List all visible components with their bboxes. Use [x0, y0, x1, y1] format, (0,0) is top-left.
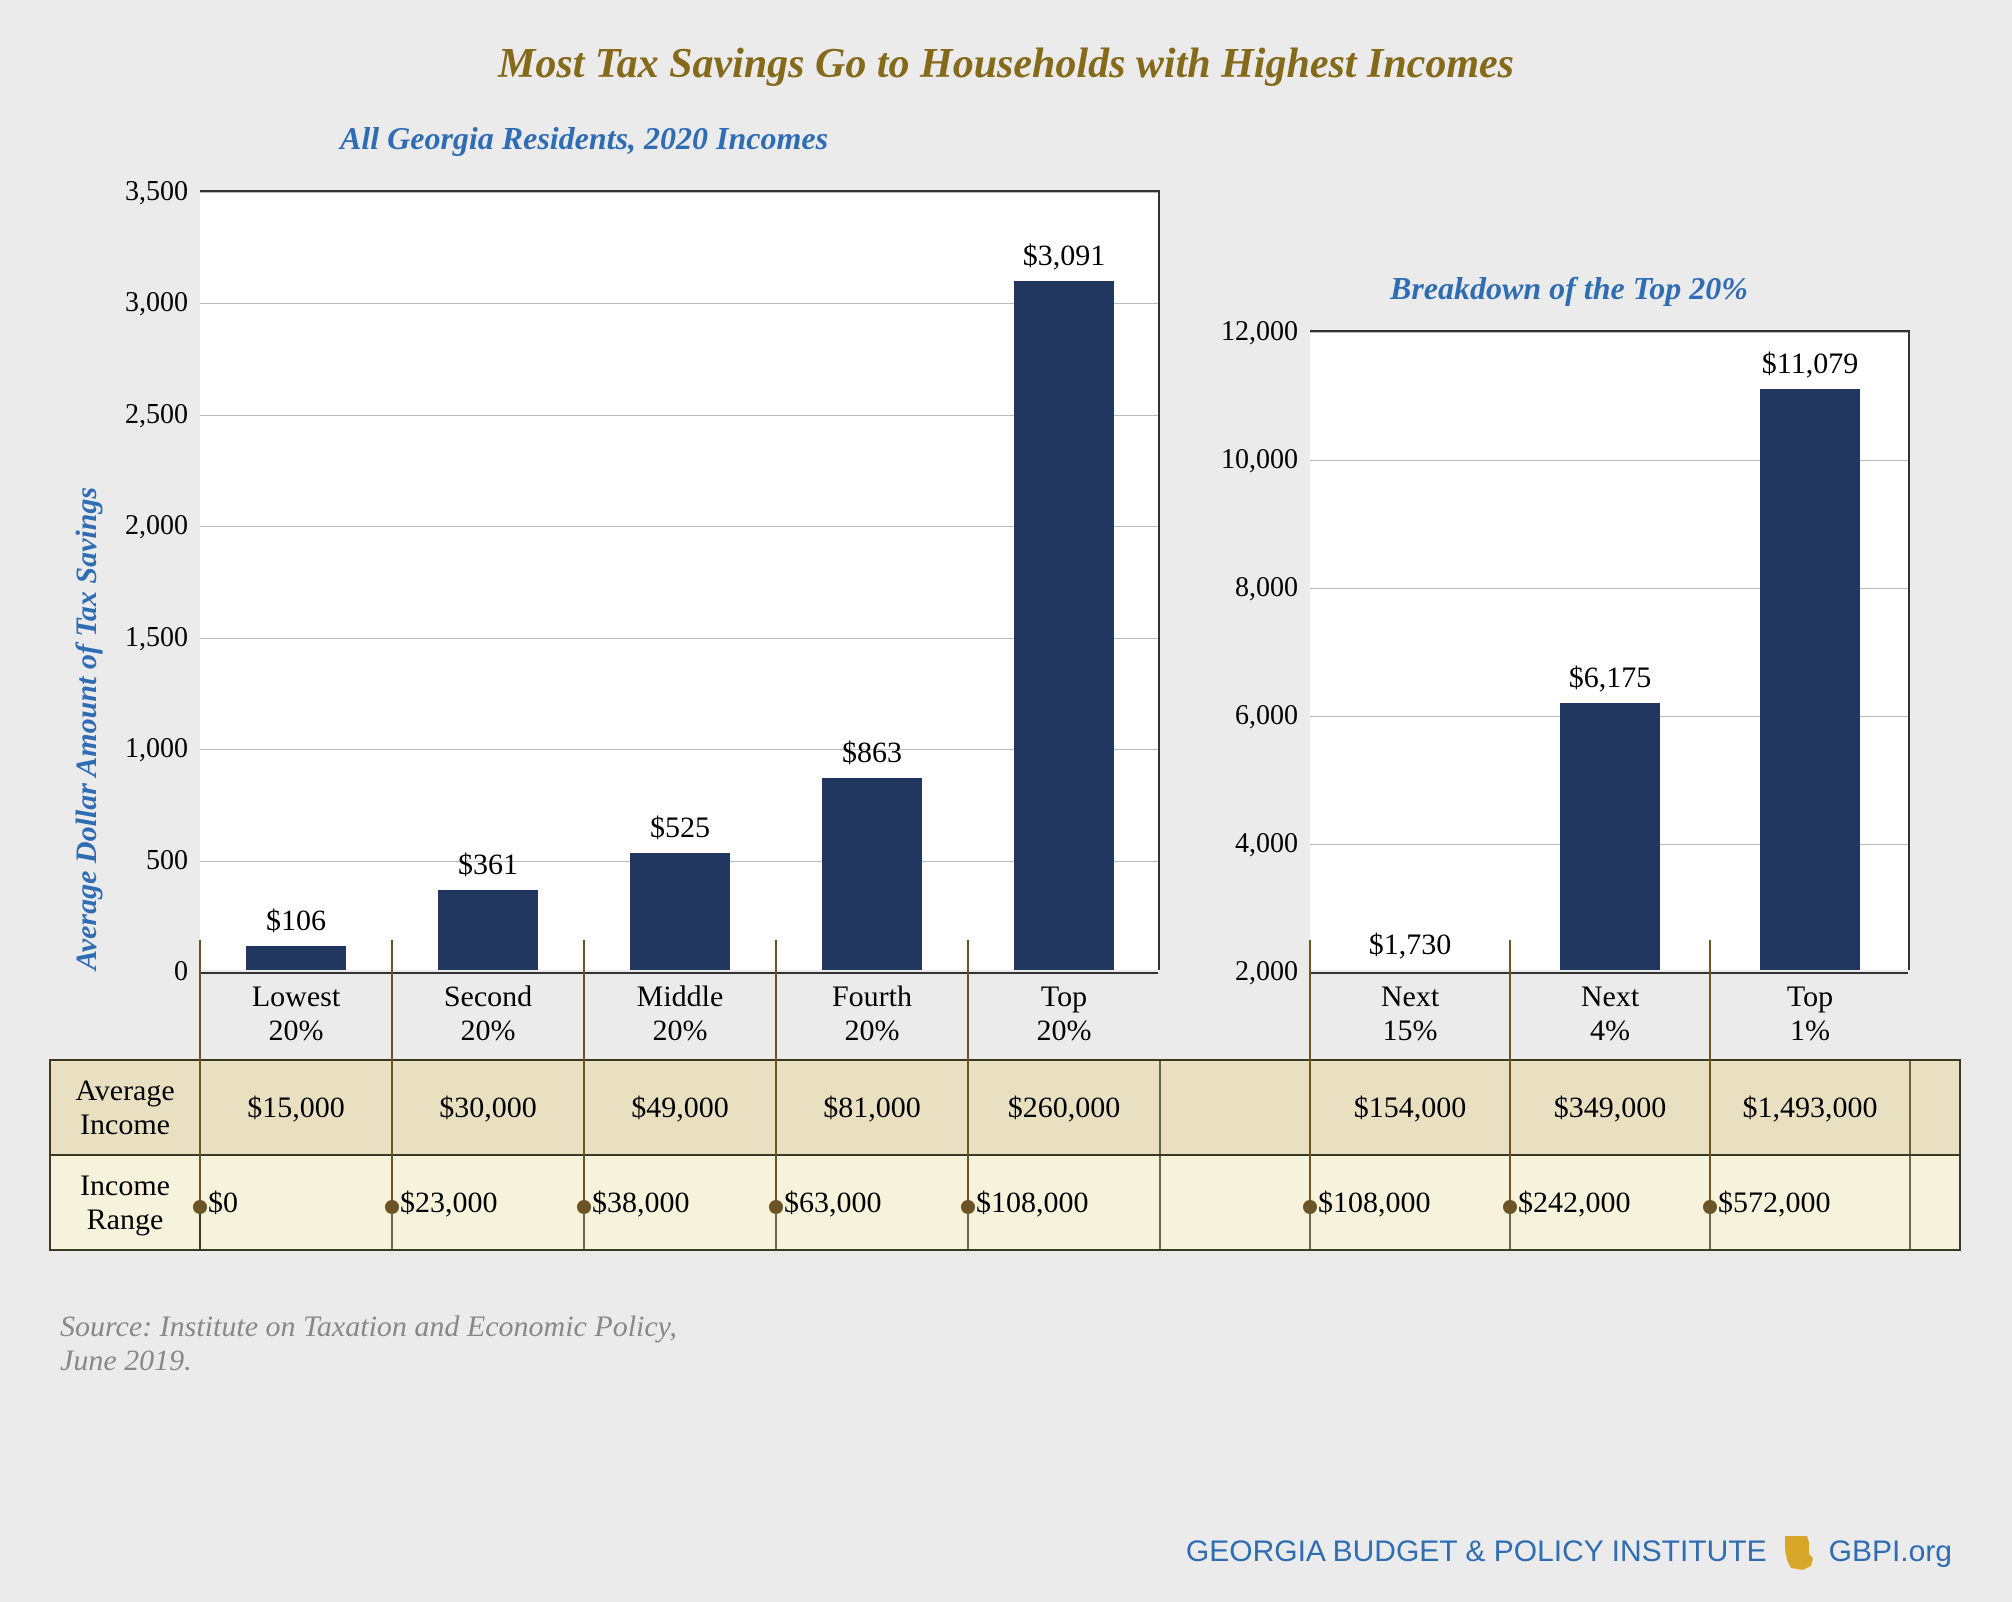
subtitle-left: All Georgia Residents, 2020 Incomes [340, 120, 828, 157]
income-boundary-value: $23,000 [400, 1155, 582, 1250]
income-boundary-dot [961, 1200, 975, 1214]
y-tick-label: 2,500 [80, 399, 200, 431]
y-tick-label: 3,500 [80, 176, 200, 208]
income-boundary-line [199, 940, 201, 1207]
right-bar-chart: 2,0004,0006,0008,00010,00012,000$1,730$6… [1310, 330, 1910, 970]
income-boundary-value: $0 [208, 1155, 390, 1250]
category-label: Top20% [1037, 980, 1092, 1048]
income-boundary-dot [1303, 1200, 1317, 1214]
gridline [1310, 972, 1908, 974]
bar-value-label: $6,175 [1569, 661, 1652, 703]
bar: $3,091 [1014, 281, 1114, 970]
bar: $361 [438, 890, 538, 970]
y-tick-label: 10,000 [1190, 444, 1310, 476]
georgia-icon [1781, 1532, 1815, 1572]
category-label: Fourth20% [832, 980, 912, 1048]
category-label: Next4% [1581, 980, 1639, 1048]
left-bar-chart: 05001,0001,5002,0002,5003,0003,500$106$3… [200, 190, 1160, 970]
gridline [1310, 332, 1908, 333]
income-boundary-value: $242,000 [1518, 1155, 1708, 1250]
income-boundary-value: $38,000 [592, 1155, 774, 1250]
subtitle-right: Breakdown of the Top 20% [1390, 270, 1748, 307]
footer-site: GBPI.org [1829, 1535, 1952, 1569]
bar-value-label: $3,091 [1023, 239, 1106, 281]
income-boundary-line [967, 940, 969, 1207]
income-boundary-dot [385, 1200, 399, 1214]
bar-value-label: $106 [266, 904, 326, 946]
footer: GEORGIA BUDGET & POLICY INSTITUTE GBPI.o… [1186, 1532, 1952, 1572]
bar: $11,079 [1760, 389, 1860, 970]
income-boundary-dot [1703, 1200, 1717, 1214]
income-boundary-dot [769, 1200, 783, 1214]
avg-income-cell: $154,000 [1310, 1060, 1510, 1155]
income-boundary-value: $108,000 [976, 1155, 1158, 1250]
y-tick-label: 500 [80, 845, 200, 877]
y-tick-label: 6,000 [1190, 700, 1310, 732]
avg-income-cell: $1,493,000 [1710, 1060, 1910, 1155]
category-label: Lowest20% [252, 980, 340, 1048]
y-axis-label: Average Dollar Amount of Tax Savings [70, 487, 104, 970]
row-label-avg-income: AverageIncome [50, 1060, 200, 1155]
bar: $106 [246, 946, 346, 970]
bar-value-label: $11,079 [1762, 347, 1858, 389]
y-tick-label: 4,000 [1190, 828, 1310, 860]
avg-income-cell: $260,000 [968, 1060, 1160, 1155]
avg-income-cell: $81,000 [776, 1060, 968, 1155]
category-label: Next15% [1381, 980, 1439, 1048]
income-boundary-value: $108,000 [1318, 1155, 1508, 1250]
y-tick-label: 3,000 [80, 287, 200, 319]
income-boundary-line [1309, 940, 1311, 1207]
bar-value-label: $863 [842, 736, 902, 778]
bar-value-label: $361 [458, 848, 518, 890]
chart-container: Most Tax Savings Go to Households with H… [0, 0, 2012, 1602]
avg-income-cell: $30,000 [392, 1060, 584, 1155]
row-label-income-range: IncomeRange [50, 1155, 200, 1250]
gridline [200, 972, 1158, 974]
income-boundary-dot [577, 1200, 591, 1214]
y-tick-label: 8,000 [1190, 572, 1310, 604]
y-tick-label: 1,500 [80, 622, 200, 654]
category-label: Second20% [444, 980, 532, 1048]
category-label: Top1% [1787, 980, 1833, 1048]
bar-value-label: $525 [650, 811, 710, 853]
bar: $863 [822, 778, 922, 970]
income-boundary-dot [193, 1200, 207, 1214]
income-boundary-line [583, 940, 585, 1207]
bar: $525 [630, 853, 730, 970]
y-tick-label: 2,000 [80, 510, 200, 542]
bar: $6,175 [1560, 703, 1660, 970]
income-boundary-line [391, 940, 393, 1207]
avg-income-cell: $15,000 [200, 1060, 392, 1155]
avg-income-cell: $349,000 [1510, 1060, 1710, 1155]
avg-income-cell: $49,000 [584, 1060, 776, 1155]
y-tick-label: 12,000 [1190, 316, 1310, 348]
y-tick-label: 1,000 [80, 733, 200, 765]
income-boundary-value: $572,000 [1718, 1155, 1908, 1250]
bar-value-label: $1,730 [1369, 928, 1452, 970]
income-boundary-line [1509, 940, 1511, 1207]
y-tick-label: 0 [80, 956, 200, 988]
income-boundary-value: $63,000 [784, 1155, 966, 1250]
y-tick-label: 2,000 [1190, 956, 1310, 988]
main-title: Most Tax Savings Go to Households with H… [50, 40, 1962, 88]
gridline [200, 192, 1158, 193]
income-boundary-dot [1503, 1200, 1517, 1214]
source-citation: Source: Institute on Taxation and Econom… [60, 1310, 677, 1378]
income-boundary-line [775, 940, 777, 1207]
income-boundary-line [1709, 940, 1711, 1207]
footer-org: GEORGIA BUDGET & POLICY INSTITUTE [1186, 1535, 1767, 1569]
category-label: Middle20% [637, 980, 724, 1048]
